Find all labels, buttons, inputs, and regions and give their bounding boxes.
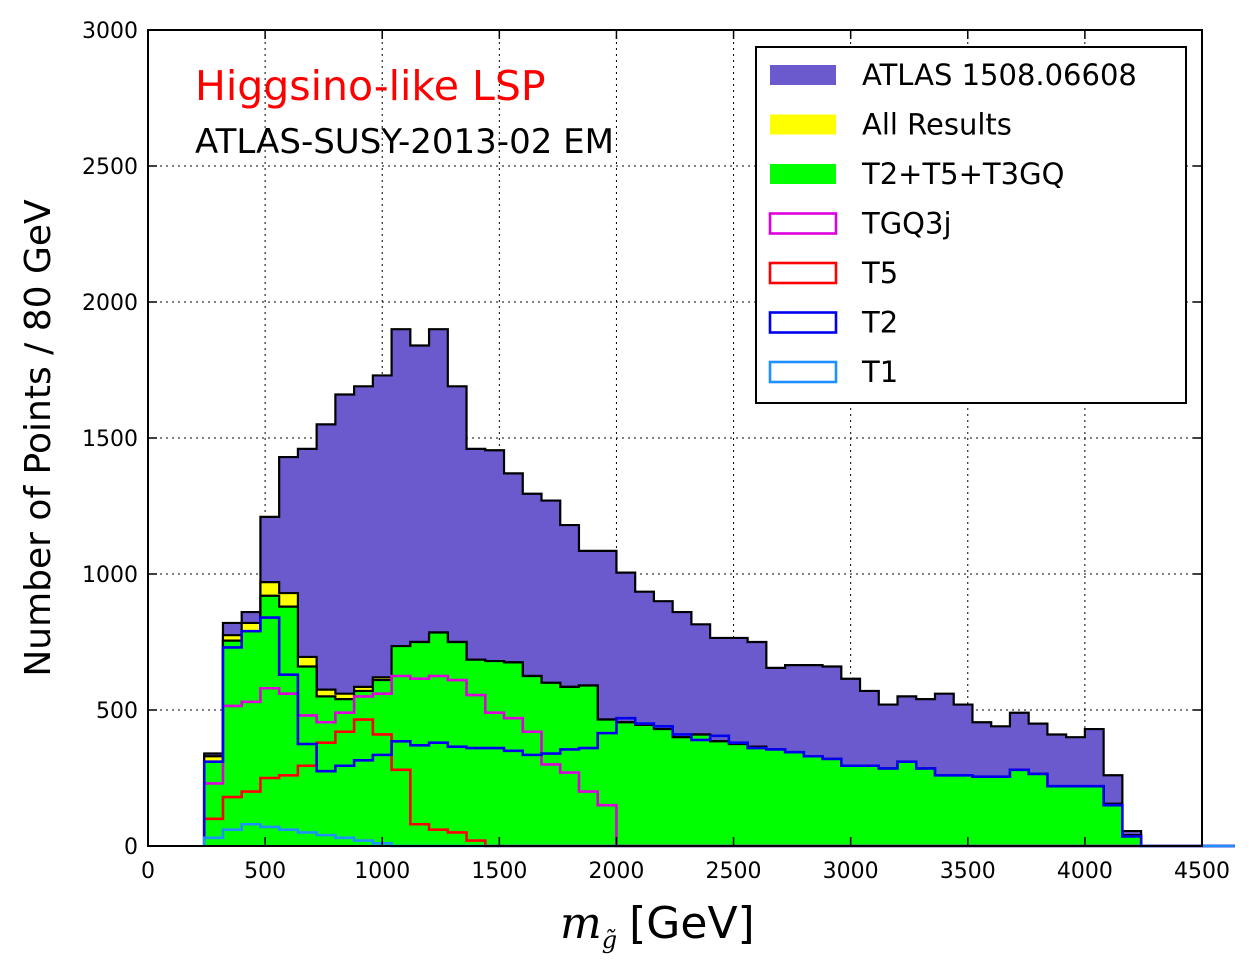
annotation-higgsino: Higgsino-like LSP (195, 62, 546, 110)
y-tick-label: 500 (96, 699, 138, 724)
x-axis-label-subscript: g̃ (602, 926, 617, 954)
legend-swatch (768, 212, 838, 235)
series-layer (202, 328, 1235, 848)
y-tick-label: 1000 (82, 563, 138, 588)
x-tick-label: 0 (141, 859, 155, 884)
series-line-t2 (202, 616, 1235, 848)
y-tick-label: 3000 (82, 19, 138, 44)
x-axis-label-symbol: m (560, 898, 602, 949)
legend-item-t2: T2 (768, 306, 898, 340)
x-tick-label: 2000 (588, 859, 644, 884)
x-axis-label-unit: [GeV] (629, 898, 755, 949)
x-tick-label: 3000 (823, 859, 879, 884)
legend-item-t1: T1 (768, 355, 898, 389)
legend-item-all-results: All Results (770, 108, 1012, 142)
y-tick-label: 2500 (82, 155, 138, 180)
y-tick-label: 1500 (82, 427, 138, 452)
legend-swatch (770, 164, 836, 184)
series-outline-atlas-1508-06608 (203, 328, 1235, 848)
x-tick-label: 2500 (706, 859, 762, 884)
x-tick-label: 3500 (940, 859, 996, 884)
legend-label: T2 (861, 306, 898, 340)
y-tick-label: 0 (124, 835, 138, 860)
annotation-analysis: ATLAS-SUSY-2013-02 EM (195, 122, 614, 162)
axis-ticks: 0 500 1000 1500 2000 2500 3000 3500 4000 4500 0 500… (82, 19, 1230, 884)
legend-item-t5: T5 (768, 256, 898, 290)
y-axis-label: Number of Points / 80 GeV (18, 199, 59, 677)
x-tick-label: 1500 (471, 859, 527, 884)
legend-label: T1 (861, 355, 898, 389)
legend-item-tgq3j: TGQ3j (768, 207, 952, 241)
series-t2 (202, 616, 1235, 848)
legend-swatch (770, 65, 836, 85)
legend-item-t2-t5-t3gq: T2+T5+T3GQ (770, 157, 1064, 191)
legend-swatch (770, 114, 836, 135)
x-axis-label: mg̃ [GeV] (560, 898, 755, 954)
x-tick-label: 500 (244, 859, 286, 884)
legend-label: T2+T5+T3GQ (861, 157, 1064, 191)
x-tick-label: 1000 (354, 859, 410, 884)
legend-swatch (768, 311, 838, 334)
legend-swatch (768, 360, 838, 384)
legend-label: T5 (861, 256, 898, 290)
legend-frame (755, 46, 1187, 404)
x-tick-label: 4000 (1057, 859, 1113, 884)
y-tick-label: 2000 (82, 291, 138, 316)
legend-label: ATLAS 1508.06608 (862, 58, 1137, 92)
legend-swatch (768, 261, 838, 285)
legend-label: All Results (862, 108, 1012, 142)
legend-label: TGQ3j (861, 207, 952, 241)
legend: ATLAS 1508.06608 All Results T2+T5+T3GQ TGQ… (755, 46, 1187, 404)
series-fill-t2-t5-t3gq (204, 595, 1235, 846)
legend-item-atlas-1508-06608: ATLAS 1508.06608 (770, 58, 1137, 92)
x-tick-label: 4500 (1174, 859, 1230, 884)
